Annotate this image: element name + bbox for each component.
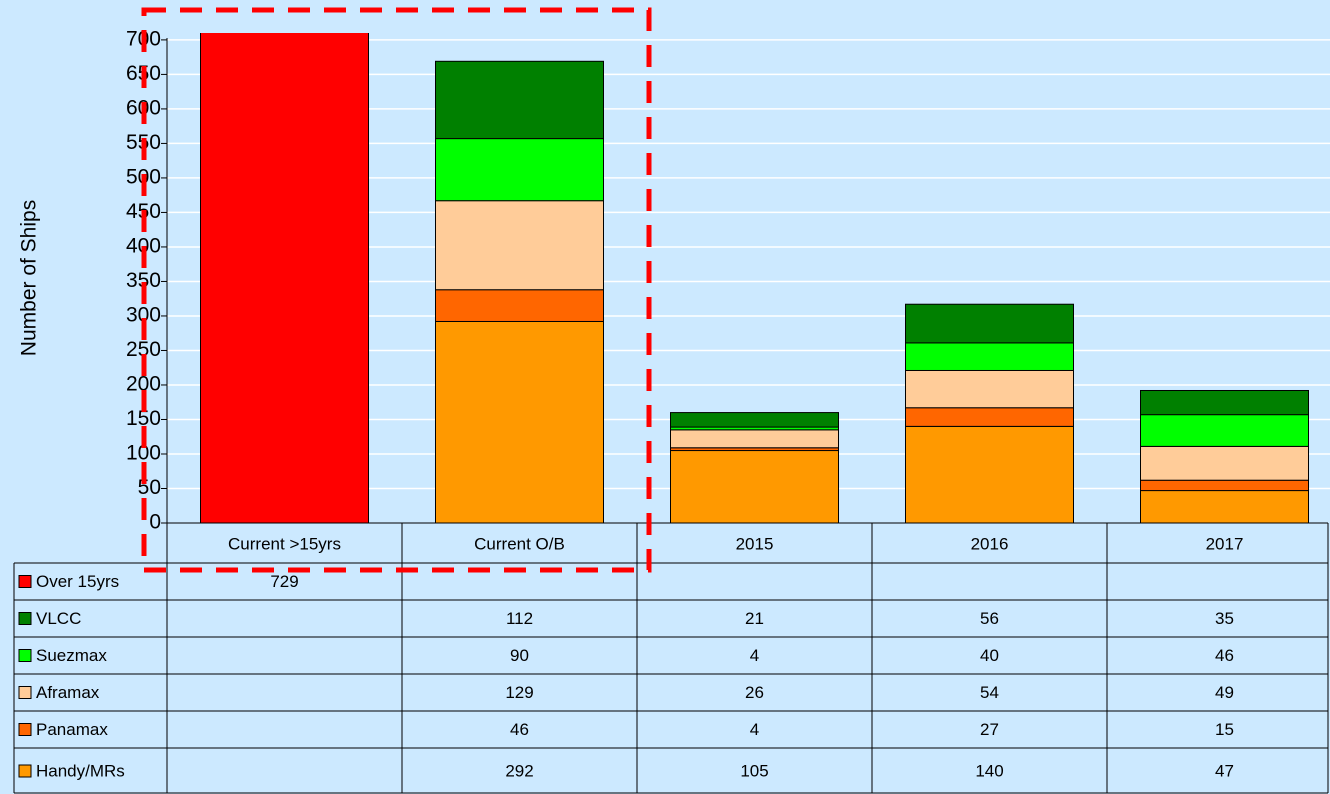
bar-segment: [670, 429, 839, 449]
legend-label: Suezmax: [36, 646, 107, 665]
bar-segment: [435, 320, 604, 523]
y-tick-label: 150: [126, 407, 161, 430]
table-value: 27: [980, 720, 999, 739]
x-tick-label: 2015: [736, 534, 774, 553]
bar-segment: [905, 425, 1074, 523]
bar-segment: [905, 303, 1074, 344]
legend-label: Handy/MRs: [36, 761, 125, 780]
table-value: 26: [745, 683, 764, 702]
bar-segment: [905, 369, 1074, 409]
highlight-box: [141, 7, 652, 573]
table-value: 54: [980, 683, 999, 702]
bar-segment: [670, 412, 839, 428]
table-value: 729: [270, 572, 298, 591]
y-axis-label: Number of Ships: [18, 200, 41, 356]
y-tick-label: 300: [126, 304, 161, 327]
bar-segment: [435, 138, 604, 202]
bar-segment: [1140, 414, 1309, 447]
bar-segment: [905, 342, 1074, 371]
legend-swatch: [18, 649, 32, 662]
legend-label: Over 15yrs: [36, 572, 119, 591]
bar-segment: [1140, 389, 1309, 416]
table-value: 4: [750, 646, 759, 665]
y-tick-label: 0: [149, 511, 161, 534]
bar-segment: [670, 450, 839, 523]
legend-swatch: [18, 764, 32, 778]
table-value: 56: [980, 609, 999, 628]
table-value: 292: [505, 761, 533, 780]
table-value: 21: [745, 609, 764, 628]
table-value: 35: [1215, 609, 1234, 628]
x-tick-label: Current >15yrs: [228, 534, 341, 553]
y-tick-label: 200: [126, 373, 161, 396]
y-tick-label: 100: [126, 442, 161, 465]
table-value: 40: [980, 646, 999, 665]
y-tick-label: 350: [126, 269, 161, 292]
y-tick-label: 250: [126, 338, 161, 361]
y-tick-label: 50: [138, 476, 161, 499]
legend-swatch: [18, 723, 32, 736]
legend-label: Panamax: [36, 720, 108, 739]
table-value: 112: [506, 609, 533, 628]
bar-segment: [1140, 479, 1309, 492]
bar-segment: [435, 60, 604, 140]
table-value: 90: [510, 646, 529, 665]
bar-segment: [1140, 445, 1309, 481]
legend-label: Aframax: [36, 683, 100, 702]
table-value: 46: [510, 720, 529, 739]
x-tick-label: Current O/B: [474, 534, 565, 553]
y-tick-label: 400: [126, 234, 161, 257]
table-value: 15: [1215, 720, 1234, 739]
bar-segment: [200, 33, 369, 523]
bar-segment: [435, 289, 604, 322]
table-value: 140: [975, 761, 1003, 780]
table-value: 49: [1215, 683, 1234, 702]
legend-swatch: [18, 612, 32, 625]
table-value: 129: [505, 683, 533, 702]
table-value: 4: [750, 720, 759, 739]
table-value: 105: [740, 761, 768, 780]
x-tick-label: 2017: [1206, 534, 1244, 553]
x-tick-label: 2016: [971, 534, 1009, 553]
legend-swatch: [18, 575, 32, 588]
legend-swatch: [18, 686, 32, 699]
bar-segment: [905, 407, 1074, 427]
bar-segment: [1140, 490, 1309, 523]
bar-segment: [435, 200, 604, 291]
table-value: 47: [1215, 761, 1234, 780]
table-value: 46: [1215, 646, 1234, 665]
legend-label: VLCC: [36, 609, 81, 628]
